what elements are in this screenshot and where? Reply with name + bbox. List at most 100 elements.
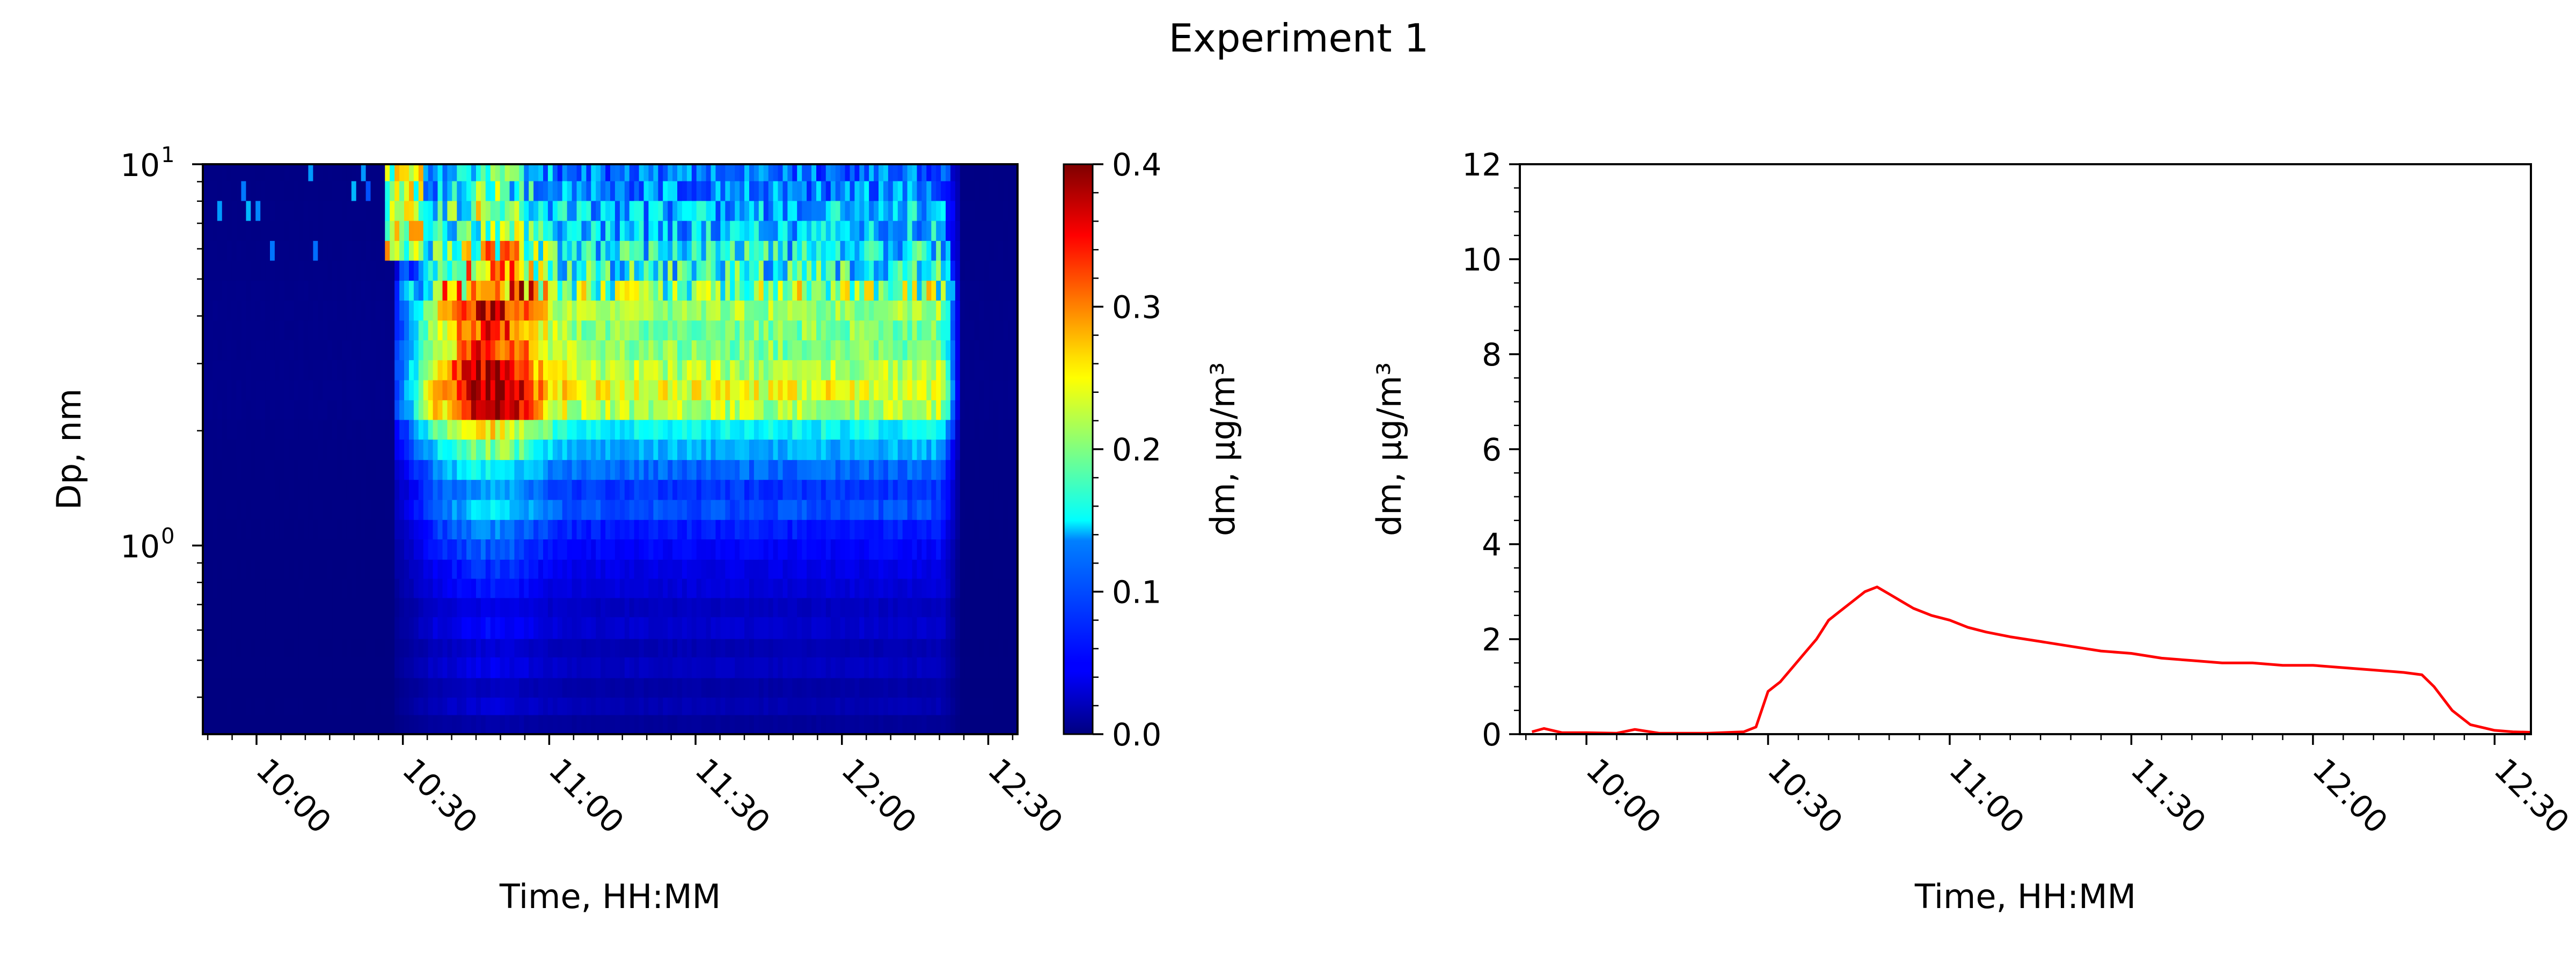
heatmap-cell	[529, 280, 534, 301]
heatmap-cell	[672, 597, 678, 618]
heatmap-cell	[509, 419, 515, 440]
heatmap-cell	[840, 360, 846, 380]
heatmap-cell	[792, 578, 797, 598]
heatmap-cell	[677, 400, 683, 420]
heatmap-cell	[864, 479, 869, 500]
heatmap-cell	[946, 439, 951, 460]
heatmap-cell	[423, 260, 429, 281]
heatmap-cell	[639, 539, 645, 560]
heatmap-cell	[413, 638, 419, 657]
heatmap-cell	[543, 439, 548, 460]
heatmap-cell	[624, 340, 630, 361]
heatmap-cell	[346, 300, 352, 321]
heatmap-cell	[879, 280, 884, 301]
heatmap-cell	[504, 617, 510, 639]
heatmap-cell	[797, 360, 802, 380]
heatmap-cell	[941, 164, 946, 181]
heatmap-cell	[365, 559, 371, 579]
heatmap-cell	[840, 657, 846, 678]
heatmap-cell	[778, 578, 784, 598]
heatmap-cell	[648, 578, 654, 598]
heatmap-cell	[960, 597, 965, 618]
heatmap-cell	[835, 459, 841, 480]
heatmap-cell	[504, 439, 510, 460]
heatmap-cell	[452, 300, 457, 321]
heatmap-cell	[926, 578, 932, 598]
heatmap-cell	[825, 164, 831, 181]
heatmap-cell	[533, 597, 539, 618]
heatmap-cell	[423, 714, 429, 734]
heatmap-cell	[265, 379, 270, 400]
heatmap-cell	[399, 597, 405, 618]
heatmap-cell	[591, 300, 596, 321]
heatmap-cell	[1013, 400, 1018, 420]
heatmap-cell	[874, 300, 879, 321]
heatmap-cell	[313, 280, 319, 301]
heatmap-cell	[634, 539, 640, 560]
heatmap-cell	[768, 697, 774, 715]
heatmap-cell	[763, 559, 769, 579]
heatmap-cell	[490, 419, 496, 440]
heatmap-cell	[711, 200, 716, 221]
heatmap-cell	[984, 200, 990, 221]
heatmap-cell	[629, 320, 635, 341]
heatmap-cell	[711, 578, 716, 598]
heatmap-cell	[471, 714, 477, 734]
heatmap-cell	[303, 697, 309, 715]
heatmap-cell	[337, 559, 342, 579]
heatmap-cell	[845, 400, 851, 420]
heatmap-cell	[701, 539, 707, 560]
heatmap-cell	[753, 220, 759, 241]
heatmap-cell	[279, 419, 285, 440]
heatmap-cell	[907, 419, 913, 440]
heatmap-cell	[504, 320, 510, 341]
heatmap-cell	[241, 200, 247, 221]
heatmap-cell	[318, 400, 323, 420]
heatmap-cell	[217, 479, 223, 500]
heatmap-cell	[437, 617, 443, 639]
heatmap-cell	[830, 240, 836, 261]
heatmap-cell	[601, 479, 606, 500]
heatmap-cell	[581, 164, 587, 181]
heatmap-cell	[931, 240, 936, 261]
heatmap-cell	[428, 300, 434, 321]
heatmap-cell	[538, 657, 544, 678]
heatmap-cell	[892, 459, 898, 480]
heatmap-cell	[308, 578, 314, 598]
heatmap-cell	[605, 360, 611, 380]
heatmap-cell	[318, 638, 323, 657]
heatmap-cell	[203, 597, 208, 618]
heatmap-cell	[706, 260, 712, 281]
heatmap-cell	[931, 657, 936, 678]
heatmap-cell	[926, 697, 932, 715]
heatmap-cell	[274, 379, 280, 400]
heatmap-cell	[964, 597, 970, 618]
heatmap-cell	[725, 340, 730, 361]
heatmap-cell	[614, 697, 620, 715]
heatmap-cell	[830, 578, 836, 598]
heatmap-cell	[241, 439, 247, 460]
heatmap-cell	[1008, 519, 1013, 540]
heatmap-cell	[821, 519, 826, 540]
heatmap-cell	[485, 200, 491, 221]
heatmap-cell	[342, 360, 347, 380]
heatmap-cell	[998, 280, 1004, 301]
heatmap-cell	[1013, 499, 1018, 520]
heatmap-cell	[375, 240, 381, 261]
heatmap-cell	[816, 539, 822, 560]
heatmap-cell	[452, 657, 457, 678]
heatmap-cell	[677, 677, 683, 698]
heatmap-cell	[883, 419, 889, 440]
heatmap-cell	[303, 519, 309, 540]
heatmap-cell	[485, 638, 491, 657]
heatmap-cell	[270, 320, 275, 341]
heatmap-cell	[735, 519, 740, 540]
heatmap-cell	[413, 597, 419, 618]
heatmap-cell	[936, 379, 941, 400]
heatmap-cell	[346, 479, 352, 500]
heatmap-cell	[591, 419, 596, 440]
heatmap-cell	[964, 657, 970, 678]
heatmap-cell	[409, 400, 414, 420]
heatmap-cell	[217, 400, 223, 420]
heatmap-cell	[500, 638, 506, 657]
